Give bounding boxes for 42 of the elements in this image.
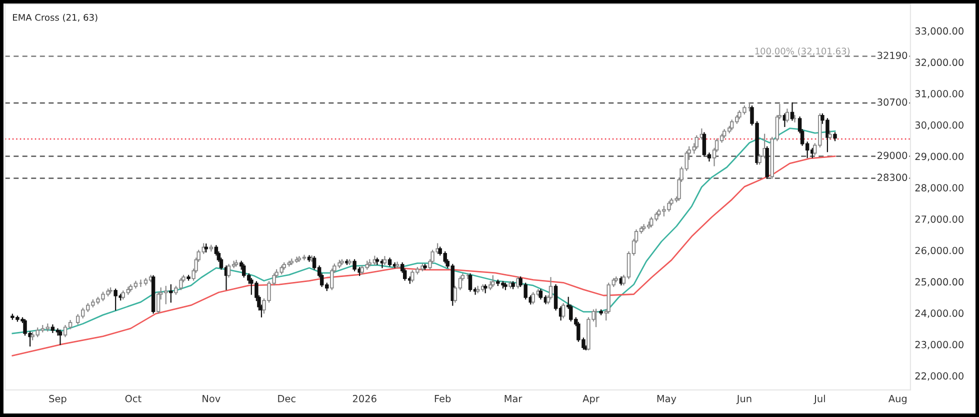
x-tick-label: May [657,395,676,404]
candlestick [58,330,62,345]
x-tick-label: Jul [814,394,825,404]
x-tick-label: Apr [582,395,600,404]
candlestick [352,259,356,272]
x-tick-label: Dec [278,395,296,402]
ref-line-label: 29000 [878,152,908,160]
x-tick-label: Jun [736,395,752,404]
y-tick-label: 26,000.00 [915,246,964,256]
candlestick [790,102,794,121]
y-tick-label: 31,000.00 [915,90,964,98]
y-tick-label: 33,000.00 [915,27,964,36]
x-tick-label: 2026 [352,394,376,402]
annotation: 100.00% (32,101.63) [755,48,850,56]
y-tick-label: 29,000.00 [915,152,964,162]
candlestick [561,303,566,318]
candlestick [114,288,118,310]
ref-line-label: 30700 [878,98,908,106]
y-tick-label: 23,000.00 [915,340,964,350]
annotation: EMA Cross (21, 63) [13,14,98,22]
y-tick-label: 30,000.00 [915,121,964,130]
y-tick-label: 25,000.00 [915,278,964,287]
y-tick-label: 27,000.00 [915,215,964,224]
ref-line-label: 28300 [878,174,908,182]
ref-line-label: 32190 [878,52,908,60]
candlestick [169,284,173,303]
y-tick-label: 22,000.00 [915,372,964,381]
candlestick [491,275,495,287]
x-tick-label: Aug [888,395,906,404]
y-tick-label: 24,000.00 [915,310,964,318]
x-tick-label: Nov [202,395,220,402]
y-tick-label: 28,000.00 [915,184,964,192]
candlestick [468,273,472,292]
line-series [12,156,836,356]
y-tick-label: 32,000.00 [915,58,964,68]
x-tick-label: Feb [434,394,451,402]
candlestick [785,108,790,122]
x-tick-label: Mar [504,395,522,402]
candlestick [548,277,553,300]
x-tick-label: Sep [49,394,66,404]
x-tick-label: Oct [125,394,142,402]
line-series [12,128,836,334]
